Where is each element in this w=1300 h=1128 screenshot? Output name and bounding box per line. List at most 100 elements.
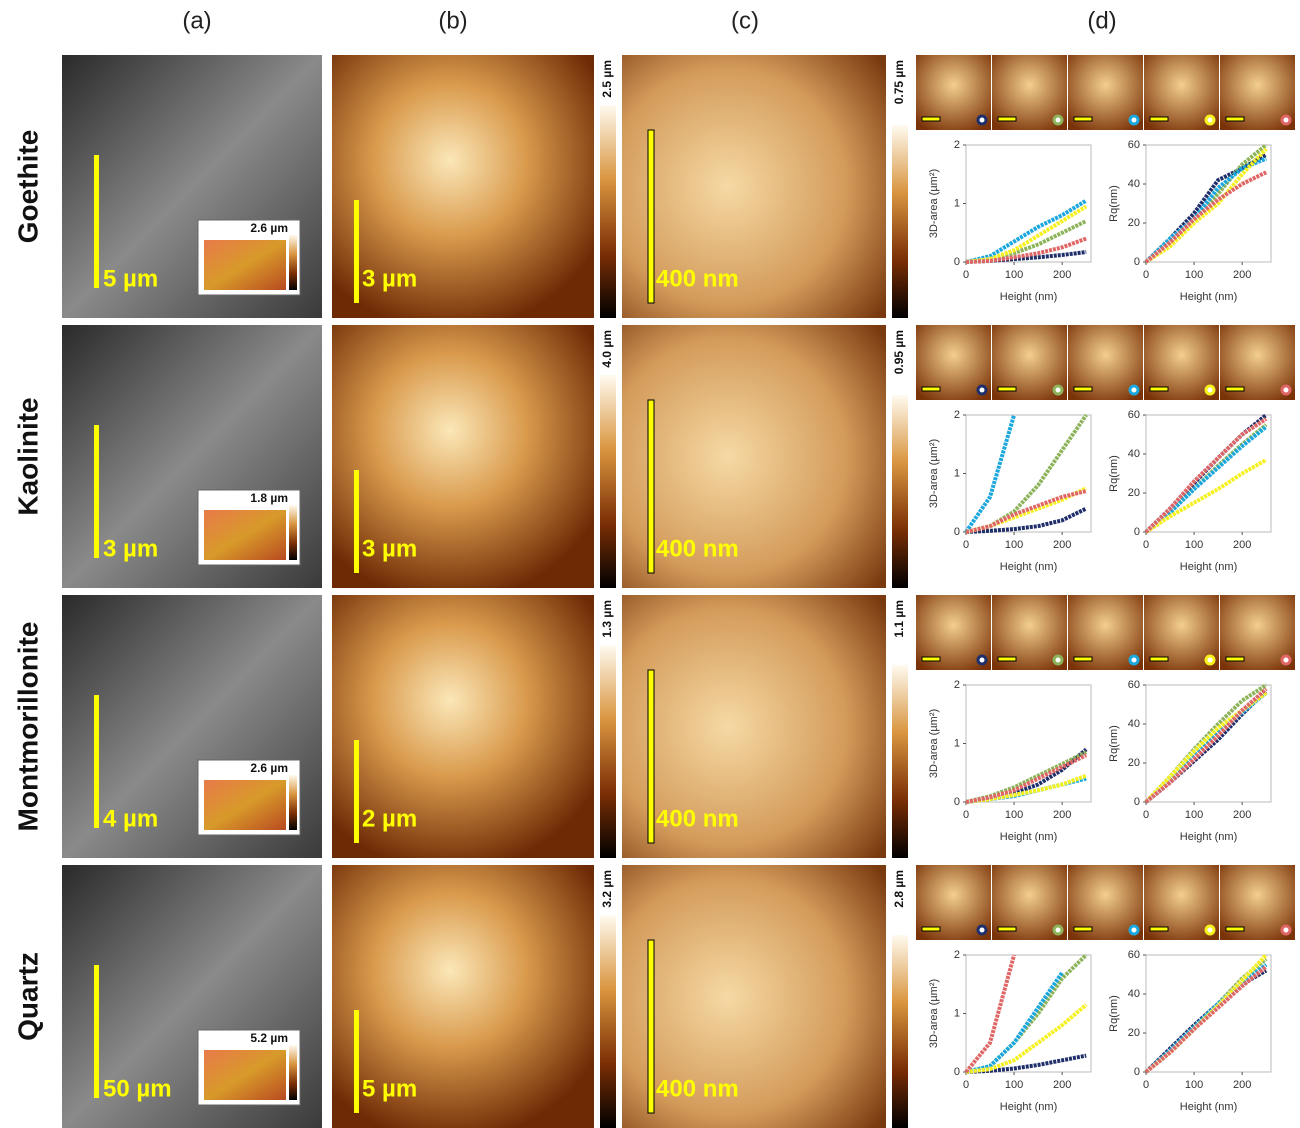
series-line	[1144, 425, 1268, 534]
series-line	[965, 1003, 1088, 1074]
inset-surface	[204, 1050, 286, 1100]
thumbnail-dot	[1280, 924, 1292, 936]
x-tick-label: 200	[1233, 1079, 1251, 1091]
thumbnail-scale-bar	[1073, 116, 1093, 122]
y-tick-label: 0	[954, 796, 960, 808]
afm-scale-label: 400 nm	[656, 265, 739, 292]
x-tick-label: 100	[1005, 809, 1023, 821]
thumbnail-dot	[1052, 114, 1064, 126]
colorbar	[892, 665, 908, 858]
colorbar-label: 2.5 µm	[600, 60, 614, 98]
afm-image	[332, 595, 594, 858]
y-tick-label: 0	[954, 256, 960, 268]
series-line	[1144, 968, 1268, 1074]
thumbnail-dot	[976, 384, 988, 396]
x-axis-label: Height (nm)	[1180, 561, 1237, 573]
afm-scale-label: 5 µm	[362, 1075, 417, 1102]
y-tick-label: 20	[1128, 757, 1140, 769]
scale-bar	[94, 425, 99, 558]
colorbar	[600, 105, 616, 318]
thumbnail-dot	[1204, 924, 1216, 936]
thumbnail-dot	[1204, 114, 1216, 126]
inset-colorbar	[289, 505, 297, 560]
thumbnail-scale-bar	[997, 116, 1017, 122]
thumbnail-scale-bar	[1073, 926, 1093, 932]
thumbnail-scale-bar	[1073, 656, 1093, 662]
series-line	[1144, 417, 1268, 534]
x-tick-label: 0	[1143, 539, 1149, 551]
thumbnail-dot	[1204, 654, 1216, 666]
x-axis-label: Height (nm)	[1000, 561, 1057, 573]
y-tick-label: 20	[1128, 217, 1140, 229]
x-tick-label: 200	[1233, 539, 1251, 551]
series-line	[1144, 687, 1268, 804]
inset-colorbar	[289, 1045, 297, 1100]
thumbnail-dot	[976, 114, 988, 126]
series-line	[965, 236, 1087, 264]
thumbnail-scale-bar	[997, 656, 1017, 662]
inset-surface	[204, 510, 286, 560]
thumbnail-scale-bar	[1073, 386, 1093, 392]
x-tick-label: 100	[1005, 539, 1023, 551]
y-tick-label: 2	[954, 949, 960, 961]
colorbar	[892, 935, 908, 1128]
colorbar-label: 4.0 µm	[600, 330, 614, 368]
scale-bar	[354, 1010, 359, 1113]
y-tick-label: 1	[954, 467, 960, 479]
thumbnail-scale-bar	[1149, 386, 1169, 392]
thumbnail-dot	[1128, 924, 1140, 936]
thumbnail-scale-bar	[921, 116, 941, 122]
y-axis-label: Rq(nm)	[1108, 185, 1120, 222]
y-tick-label: 0	[954, 526, 960, 538]
thumbnail-scale-bar	[921, 386, 941, 392]
afm-scale-label: 400 nm	[656, 805, 739, 832]
series-line	[1144, 458, 1268, 534]
x-tick-label: 200	[1233, 809, 1251, 821]
colorbar	[600, 645, 616, 858]
colorbar	[600, 375, 616, 588]
y-tick-label: 40	[1128, 448, 1140, 460]
y-tick-label: 40	[1128, 718, 1140, 730]
colorbar-label: 0.95 µm	[892, 330, 906, 374]
y-tick-label: 20	[1128, 487, 1140, 499]
x-tick-label: 100	[1185, 1079, 1203, 1091]
inset-label: 5.2 µm	[250, 1031, 288, 1045]
y-tick-label: 60	[1128, 679, 1140, 691]
thumbnail-dot	[1280, 114, 1292, 126]
afm-image	[332, 865, 594, 1128]
x-tick-label: 200	[1053, 269, 1071, 281]
inset-label: 1.8 µm	[250, 491, 288, 505]
x-axis-label: Height (nm)	[1000, 1101, 1057, 1113]
afm-image	[332, 55, 594, 318]
plot-area	[1145, 144, 1272, 263]
scale-bar	[94, 695, 99, 828]
colorbar	[892, 395, 908, 588]
y-axis-label: 3D-area (µm²)	[928, 439, 940, 508]
y-tick-label: 0	[1134, 1066, 1140, 1078]
sem-scale-label: 5 µm	[103, 265, 158, 292]
x-tick-label: 100	[1005, 1079, 1023, 1091]
y-tick-label: 0	[1134, 526, 1140, 538]
x-tick-label: 200	[1053, 539, 1071, 551]
scale-bar	[94, 155, 99, 288]
colorbar-label: 2.8 µm	[892, 870, 906, 908]
thumbnail-scale-bar	[997, 926, 1017, 932]
scale-bar	[647, 669, 655, 844]
inset-surface	[204, 240, 286, 290]
x-tick-label: 0	[1143, 269, 1149, 281]
series-line	[965, 489, 1087, 534]
thumbnail-scale-bar	[1149, 116, 1169, 122]
series-line	[1144, 153, 1268, 264]
plot-area	[965, 144, 1092, 263]
y-axis-label: Rq(nm)	[1108, 725, 1120, 762]
plot-area	[1145, 684, 1272, 803]
afm-scale-label: 2 µm	[362, 805, 417, 832]
x-tick-label: 0	[1143, 1079, 1149, 1091]
y-tick-label: 0	[1134, 256, 1140, 268]
x-tick-label: 100	[1185, 809, 1203, 821]
y-tick-label: 40	[1128, 178, 1140, 190]
series-line	[1144, 147, 1268, 264]
y-tick-label: 1	[954, 737, 960, 749]
colorbar-label: 1.1 µm	[892, 600, 906, 638]
